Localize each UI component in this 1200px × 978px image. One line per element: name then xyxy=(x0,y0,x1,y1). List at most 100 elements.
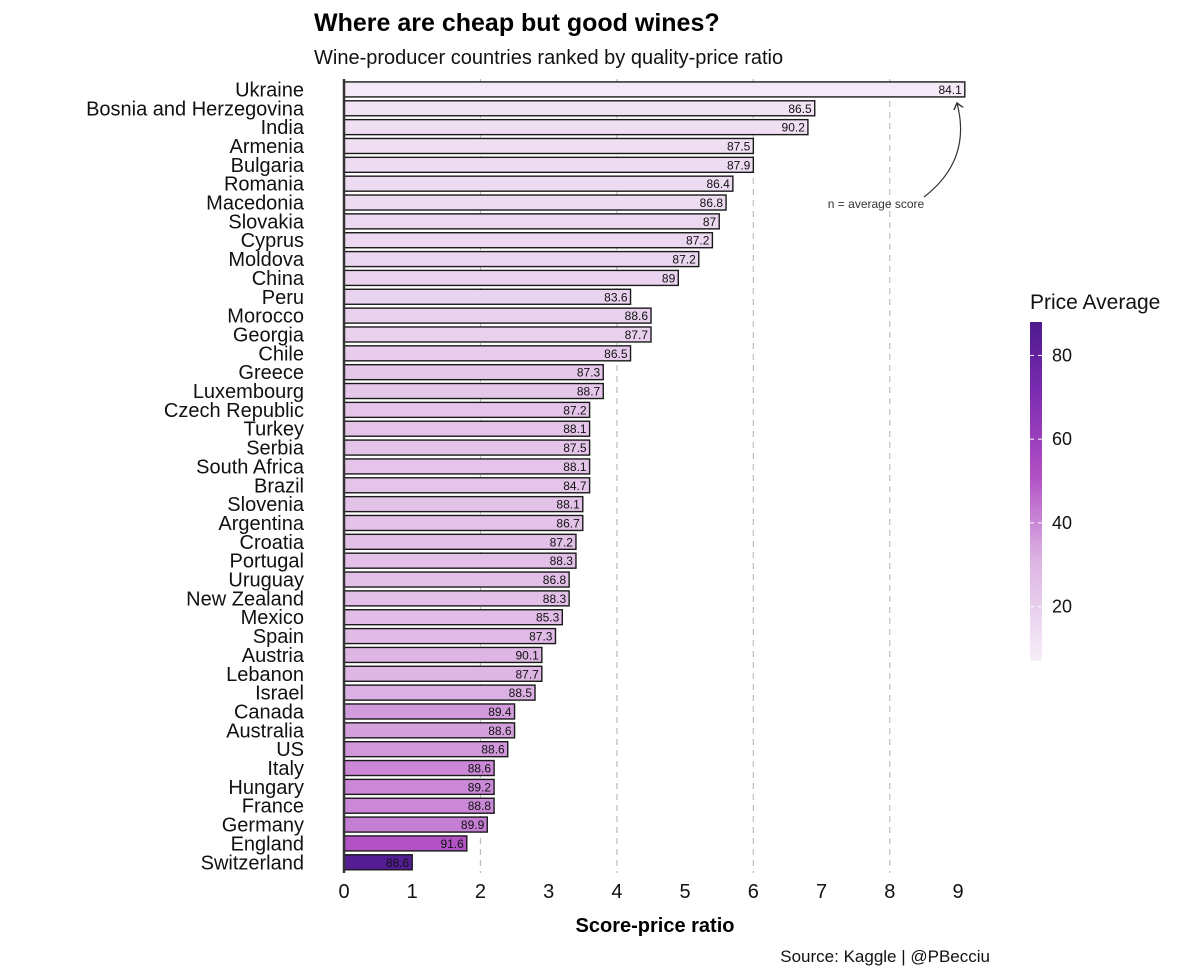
category-label: Romania xyxy=(224,174,305,196)
data-label: 86.4 xyxy=(707,177,731,191)
bar-south-africa xyxy=(343,458,591,475)
data-label: 87.7 xyxy=(625,328,649,342)
data-label: 85.3 xyxy=(536,611,560,625)
bar-israel xyxy=(343,684,536,701)
data-label: 89.9 xyxy=(461,818,485,832)
data-label: 89.2 xyxy=(468,780,492,794)
category-label: Uruguay xyxy=(228,570,304,592)
annotation-text: n = average score xyxy=(828,197,925,211)
data-label: 87.2 xyxy=(550,535,574,549)
category-label: Slovakia xyxy=(228,211,304,233)
x-tick-label: 8 xyxy=(884,881,895,903)
bar-croatia xyxy=(343,533,577,551)
category-label: Slovenia xyxy=(227,494,305,516)
category-label: Australia xyxy=(226,720,305,742)
data-label: 84.1 xyxy=(938,83,962,97)
bar-india xyxy=(343,118,809,136)
data-label: 87.7 xyxy=(515,667,539,681)
category-label: Hungary xyxy=(228,777,304,799)
bar-china xyxy=(343,269,679,287)
bar-cyprus xyxy=(343,232,714,249)
category-label: Moldova xyxy=(228,249,304,271)
data-label: 88.6 xyxy=(625,309,649,323)
data-label: 88.8 xyxy=(468,799,492,813)
data-label: 88.7 xyxy=(577,385,601,399)
bar-mexico xyxy=(343,609,564,626)
data-label: 89.4 xyxy=(488,705,512,719)
bar-spain xyxy=(343,627,557,645)
data-label: 87.3 xyxy=(529,630,553,644)
legend-tick-label: 40 xyxy=(1052,513,1072,533)
bar-slovakia xyxy=(343,213,720,230)
category-label: New Zealand xyxy=(186,588,304,610)
x-tick-label: 1 xyxy=(407,881,418,903)
category-label: Chile xyxy=(258,343,304,365)
data-label: 84.7 xyxy=(563,479,587,493)
bar-chile xyxy=(343,345,632,362)
data-label: 87.5 xyxy=(563,441,587,455)
category-label: Georgia xyxy=(233,324,305,346)
legend-colorbar xyxy=(1030,322,1042,661)
x-axis-label: Score-price ratio xyxy=(576,915,735,937)
bar-serbia xyxy=(343,439,591,456)
bar-ukraine xyxy=(343,81,966,98)
legend-title: Price Average xyxy=(1030,291,1160,314)
data-label: 89 xyxy=(662,271,676,285)
bar-portugal xyxy=(343,552,577,569)
x-tick-label: 5 xyxy=(680,881,691,903)
data-label: 88.6 xyxy=(488,724,512,738)
legend: Price Average 80 60 40 20 xyxy=(1030,291,1160,661)
annotation-arrow xyxy=(923,103,961,198)
x-tick-label: 4 xyxy=(611,881,622,903)
data-label: 90.2 xyxy=(782,121,806,135)
bar-bosnia-and-herzegovina xyxy=(343,100,816,117)
chart-title: Where are cheap but good wines? xyxy=(314,9,720,37)
category-label: India xyxy=(261,117,305,139)
bar-romania xyxy=(343,175,734,192)
data-labels: 84.1 86.5 90.2 87.5 87.9 86.4 86.8 87 87.2 87.2 89… xyxy=(386,83,962,870)
data-label: 83.6 xyxy=(604,290,628,304)
caption: Source: Kaggle | @PBecciu xyxy=(780,947,990,966)
data-label: 88.1 xyxy=(563,422,587,436)
bar-turkey xyxy=(343,420,591,437)
legend-tick-label: 60 xyxy=(1052,429,1072,449)
x-tick-label: 0 xyxy=(338,881,349,903)
category-label: Portugal xyxy=(230,551,305,573)
data-label: 87.5 xyxy=(727,139,751,153)
category-label: Macedonia xyxy=(206,193,305,215)
chart-subtitle: Wine-producer countries ranked by qualit… xyxy=(314,47,783,69)
data-label: 86.8 xyxy=(543,573,567,587)
bar-georgia xyxy=(343,326,652,343)
data-label: 88.6 xyxy=(386,856,410,870)
category-label: Argentina xyxy=(218,513,304,535)
data-label: 88.1 xyxy=(563,460,587,474)
legend-ticks: 80 60 40 20 xyxy=(1030,345,1072,617)
data-label: 87.9 xyxy=(727,158,751,172)
bar-luxembourg xyxy=(343,382,604,400)
data-label: 88.1 xyxy=(556,498,580,512)
bar-greece xyxy=(343,363,604,381)
bar-new-zealand xyxy=(343,590,570,607)
category-label: Bulgaria xyxy=(231,155,305,177)
x-tick-label: 3 xyxy=(543,881,554,903)
data-label: 88.6 xyxy=(468,762,492,776)
data-label: 88.3 xyxy=(550,554,574,568)
category-label: Peru xyxy=(262,287,304,309)
category-label: Greece xyxy=(238,362,304,384)
bar-lebanon xyxy=(343,665,543,682)
data-label: 87.2 xyxy=(672,253,696,267)
data-label: 86.8 xyxy=(700,196,724,210)
category-label: France xyxy=(242,796,304,818)
grid-lines xyxy=(479,79,891,873)
bars xyxy=(343,81,966,871)
category-label: England xyxy=(231,833,304,855)
category-label: Ukraine xyxy=(235,79,304,101)
bar-argentina xyxy=(343,514,584,532)
category-label: Mexico xyxy=(241,607,304,629)
data-label: 88.5 xyxy=(509,686,533,700)
bar-peru xyxy=(343,288,632,305)
category-label: Brazil xyxy=(254,475,304,497)
data-label: 88.3 xyxy=(543,592,567,606)
category-label: Cyprus xyxy=(241,230,304,252)
